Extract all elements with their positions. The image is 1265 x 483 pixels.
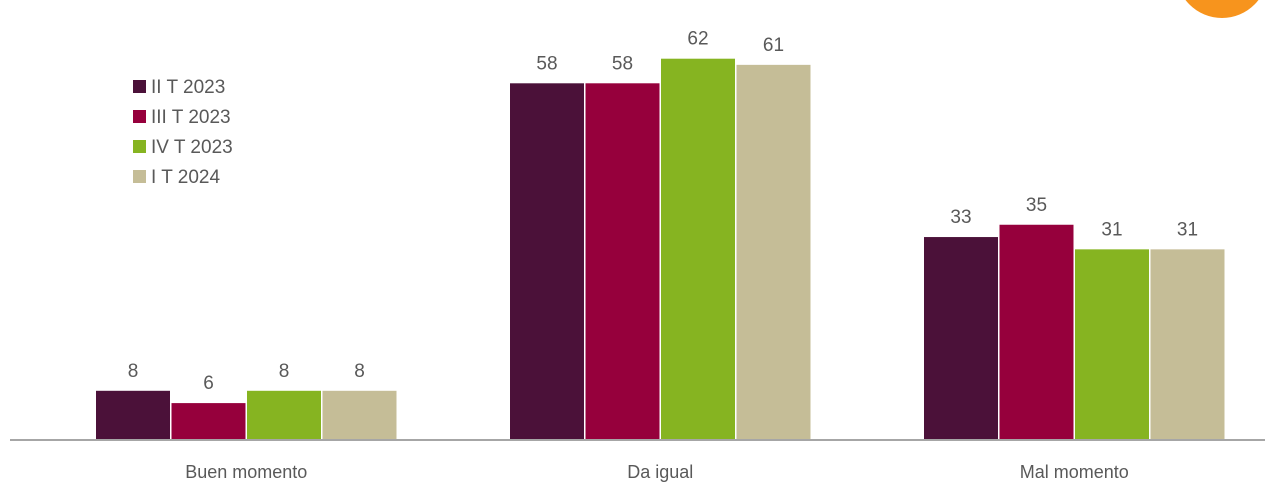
- x-tick-labels-group: Buen momento Da igual Mal momento: [185, 462, 1129, 482]
- data-label-1-2: 6: [203, 373, 214, 394]
- bar-1-3: [247, 390, 321, 440]
- x-tick-label-3: Mal momento: [1020, 462, 1129, 482]
- legend: II T 2023 III T 2023 IV T 2023 I T 2024: [133, 77, 233, 188]
- data-label-1-3: 8: [279, 361, 290, 382]
- data-label-2-3: 62: [687, 29, 708, 50]
- data-label-3-2: 35: [1026, 195, 1047, 216]
- bar-1-1: [96, 390, 170, 440]
- legend-label-4: I T 2024: [151, 167, 220, 188]
- bar-1-4: [322, 390, 397, 440]
- legend-label-1: II T 2023: [151, 77, 225, 98]
- bar-2-1: [510, 83, 584, 441]
- data-label-2-2: 58: [612, 53, 633, 74]
- x-tick-label-2: Da igual: [627, 462, 693, 482]
- bar-3-3: [1075, 249, 1149, 440]
- data-label-3-3: 31: [1101, 219, 1122, 240]
- data-label-3-4: 31: [1177, 219, 1198, 240]
- data-label-3-1: 33: [950, 207, 971, 228]
- data-label-1-4: 8: [354, 361, 365, 382]
- bar-2-2: [585, 83, 660, 441]
- data-label-2-4: 61: [763, 35, 784, 56]
- bar-3-2: [999, 224, 1074, 440]
- corner-accent-shape: [1185, 0, 1259, 18]
- legend-swatch-4: [133, 170, 146, 183]
- bar-1-2: [171, 403, 246, 440]
- legend-swatch-3: [133, 140, 146, 153]
- x-tick-label-1: Buen momento: [185, 462, 307, 482]
- bar-3-4: [1150, 249, 1225, 440]
- bars-group: [96, 58, 1225, 441]
- legend-label-3: IV T 2023: [151, 137, 233, 158]
- bar-3-1: [924, 237, 998, 440]
- data-label-2-1: 58: [536, 53, 557, 74]
- data-labels-group: 8 6 8 8 58 58 62 61 33 35 31 31: [128, 29, 1198, 394]
- legend-label-2: III T 2023: [151, 107, 231, 128]
- legend-swatch-2: [133, 110, 146, 123]
- data-label-1-1: 8: [128, 361, 139, 382]
- legend-swatch-1: [133, 80, 146, 93]
- bar-2-4: [736, 64, 811, 440]
- bar-2-3: [661, 58, 735, 440]
